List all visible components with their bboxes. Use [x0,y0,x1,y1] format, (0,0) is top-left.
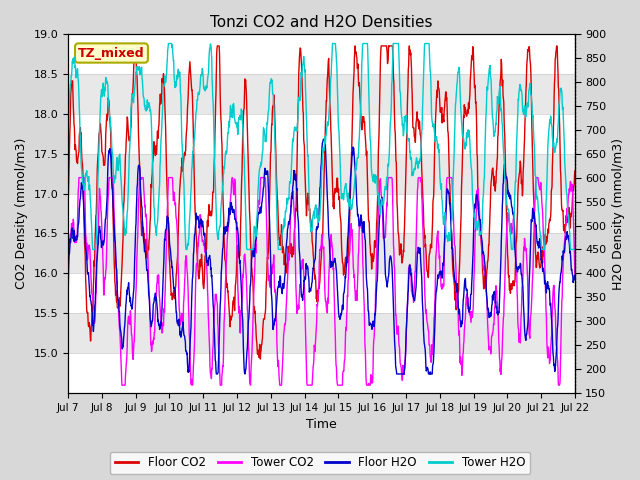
Bar [68,154,575,193]
Floor CO2 [234,247,242,252]
Tower H2O [234,125,242,131]
Tower CO2 [401,368,408,373]
Floor CO2 [257,356,264,362]
Bar [68,74,575,114]
Tower H2O [511,179,519,184]
X-axis label: Time: Time [306,419,337,432]
Floor H2O [571,276,579,281]
Tower CO2 [75,175,83,180]
Floor H2O [164,218,172,224]
Y-axis label: CO2 Density (mmol/m3): CO2 Density (mmol/m3) [15,138,28,289]
Tower CO2 [511,246,519,252]
Tower CO2 [118,382,126,388]
Tower CO2 [165,175,173,180]
Tower H2O [467,156,474,162]
Floor H2O [511,253,519,259]
Floor CO2 [64,209,72,215]
Floor CO2 [401,227,408,233]
Floor CO2 [164,220,172,226]
Floor H2O [467,292,474,298]
Tower CO2 [64,296,72,301]
Tower H2O [64,139,72,144]
Line: Floor H2O: Floor H2O [68,139,575,374]
Line: Tower H2O: Tower H2O [68,44,575,250]
Tower CO2 [178,312,186,318]
Tower CO2 [571,272,579,277]
Tower CO2 [467,315,474,321]
Floor H2O [212,371,220,377]
Legend: Floor CO2, Tower CO2, Floor H2O, Tower H2O: Floor CO2, Tower CO2, Floor H2O, Tower H… [110,452,530,474]
Floor CO2 [571,168,579,174]
Tower H2O [571,247,579,252]
Tower CO2 [234,291,242,297]
Floor H2O [177,334,184,340]
Floor CO2 [467,72,474,78]
Floor H2O [234,228,242,234]
Floor H2O [64,271,72,277]
Floor H2O [401,367,408,373]
Bar [68,313,575,353]
Tower H2O [165,41,173,47]
Y-axis label: H2O Density (mmol/m3): H2O Density (mmol/m3) [612,138,625,289]
Floor CO2 [511,264,519,270]
Title: Tonzi CO2 and H2O Densities: Tonzi CO2 and H2O Densities [210,15,433,30]
Tower H2O [401,113,408,119]
Line: Tower CO2: Tower CO2 [68,178,575,385]
Floor H2O [319,136,327,142]
Tower H2O [164,41,172,47]
Floor CO2 [177,173,184,179]
Bar [68,233,575,274]
Tower H2O [89,247,97,252]
Line: Floor CO2: Floor CO2 [68,46,575,359]
Floor CO2 [214,43,221,49]
Tower H2O [178,117,186,123]
Text: TZ_mixed: TZ_mixed [78,47,145,60]
